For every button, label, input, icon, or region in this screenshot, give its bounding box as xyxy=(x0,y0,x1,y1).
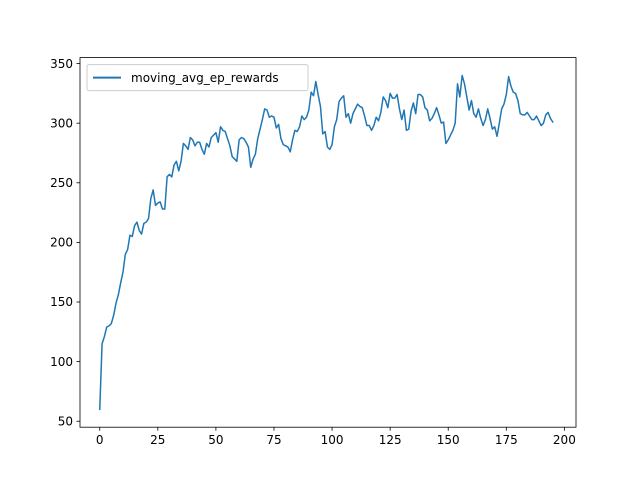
series-layer xyxy=(98,74,554,411)
y-tick-label: 150 xyxy=(50,295,73,309)
plot-area xyxy=(80,57,576,428)
y-tick-label: 300 xyxy=(50,116,73,130)
y-tick-label: 200 xyxy=(50,236,73,250)
x-tick-label: 100 xyxy=(321,433,344,447)
legend-label: moving_avg_ep_rewards xyxy=(131,71,279,85)
legend: moving_avg_ep_rewards xyxy=(86,64,309,92)
y-tick-label: 350 xyxy=(50,57,73,71)
y-tick-label: 250 xyxy=(50,176,73,190)
x-tick-label: 150 xyxy=(437,433,460,447)
y-tick-label: 100 xyxy=(50,355,73,369)
legend-box xyxy=(86,64,309,92)
x-tick-label: 25 xyxy=(150,433,165,447)
x-tick-label: 0 xyxy=(96,433,104,447)
x-tick-label: 125 xyxy=(379,433,402,447)
x-tick-label: 175 xyxy=(495,433,518,447)
x-tick-label: 200 xyxy=(553,433,576,447)
x-axis-ticks: 0 25 50 75 100 125 150 175 200 xyxy=(96,427,576,447)
y-tick-label: 50 xyxy=(58,414,73,428)
y-axis-ticks: 50 100 150 200 250 300 350 xyxy=(50,57,80,428)
x-tick-label: 75 xyxy=(266,433,281,447)
x-tick-label: 50 xyxy=(208,433,223,447)
series-line-moving_avg_ep_rewards xyxy=(98,74,554,411)
